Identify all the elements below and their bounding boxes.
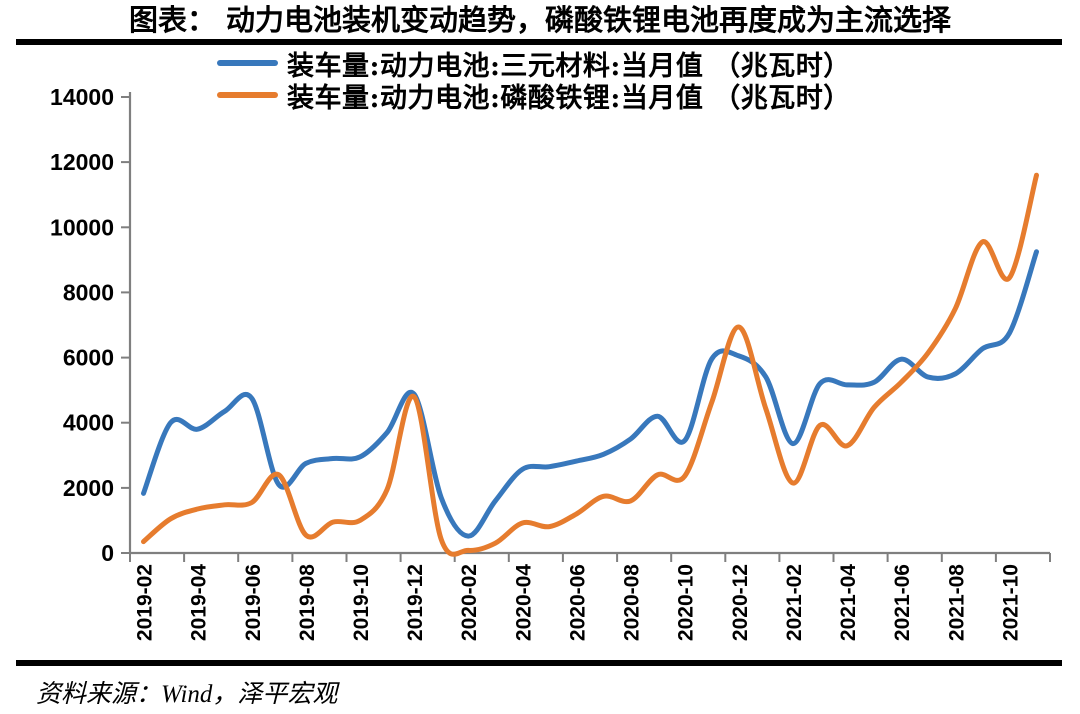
page-title: 图表： 动力电池装机变动趋势，磷酸铁锂电池再度成为主流选择 (128, 3, 952, 37)
source-text: 资料来源：Wind，泽平宏观 (36, 681, 338, 708)
y-tick-label: 6000 (63, 345, 114, 371)
legend: 装车量:动力电池:三元材料:当月值 （兆瓦时） 装车量:动力电池:磷酸铁锂:当月值… (217, 47, 851, 114)
legend-swatch (217, 92, 278, 98)
y-tick-label: 4000 (63, 410, 114, 436)
x-tick-label: 2021-06 (891, 564, 914, 641)
legend-item: 装车量:动力电池:磷酸铁锂:当月值 （兆瓦时） (217, 79, 851, 114)
y-tick-label: 2000 (63, 475, 114, 501)
x-tick-label: 2019-08 (296, 564, 319, 641)
x-tick-label: 2020-04 (512, 564, 535, 641)
x-tick-label: 2020-06 (567, 564, 590, 641)
legend-label: 装车量:动力电池:三元材料:当月值 （兆瓦时） (287, 50, 851, 82)
x-tick-label: 2019-04 (188, 564, 211, 641)
top-divider (16, 39, 1062, 45)
x-tick-label: 2019-12 (404, 564, 427, 641)
series-line-lfp (141, 172, 1039, 557)
x-tick-label: 2019-02 (134, 564, 157, 641)
series-line-ternary (141, 249, 1039, 539)
y-tick-label: 14000 (50, 84, 114, 110)
legend-swatch (217, 60, 278, 66)
y-tick-label: 0 (101, 540, 114, 566)
legend-item: 装车量:动力电池:三元材料:当月值 （兆瓦时） (217, 47, 851, 82)
x-tick-label: 2020-02 (458, 564, 481, 641)
x-tick-label: 2020-08 (621, 564, 644, 641)
legend-label: 装车量:动力电池:磷酸铁锂:当月值 （兆瓦时） (287, 82, 851, 114)
x-tick-label: 2019-10 (350, 564, 373, 641)
x-tick-label: 2020-12 (729, 564, 752, 641)
y-tick-label: 8000 (63, 279, 114, 305)
x-tick-label: 2021-02 (783, 564, 806, 641)
y-tick-label: 10000 (50, 214, 114, 240)
bottom-divider (16, 660, 1062, 666)
x-tick-label: 2019-06 (242, 564, 265, 641)
y-tick-label: 12000 (50, 149, 114, 175)
x-tick-label: 2021-04 (837, 564, 860, 641)
x-tick-label: 2020-10 (675, 564, 698, 641)
x-tick-label: 2021-10 (999, 564, 1022, 641)
x-tick-label: 2021-08 (945, 564, 968, 641)
